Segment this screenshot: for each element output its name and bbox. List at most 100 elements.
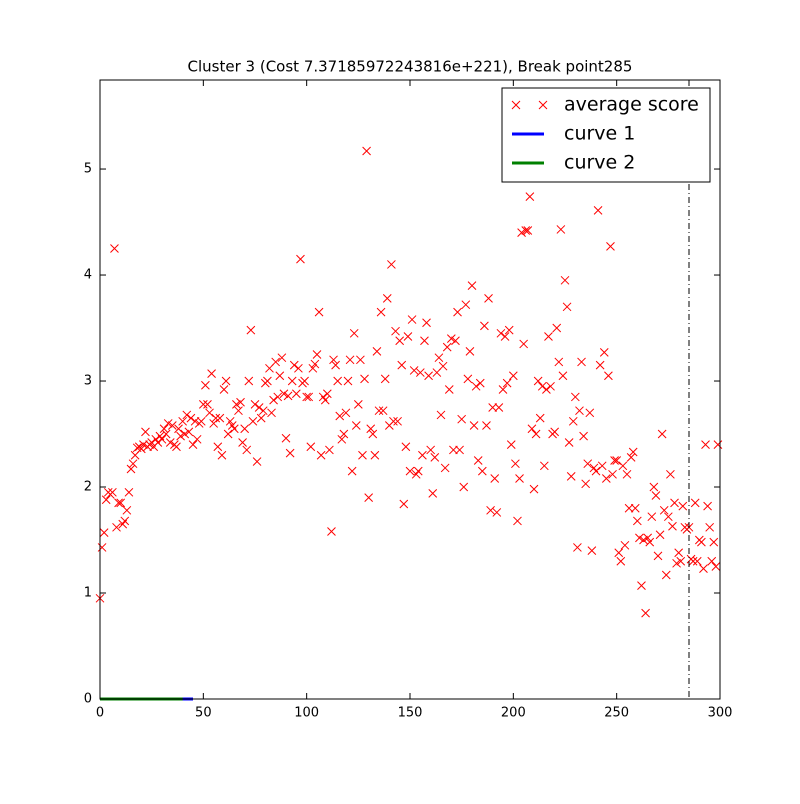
point — [310, 359, 320, 369]
point — [418, 450, 427, 460]
point — [211, 413, 221, 423]
point — [329, 355, 338, 365]
point — [703, 501, 712, 511]
y-tick-label: 0 — [84, 692, 92, 707]
point — [630, 503, 640, 513]
point — [597, 461, 607, 471]
point — [225, 416, 235, 426]
point — [663, 512, 673, 522]
point — [674, 548, 684, 558]
point — [711, 562, 721, 571]
point — [320, 395, 330, 405]
point — [273, 392, 283, 402]
point — [331, 360, 340, 370]
point — [246, 325, 256, 335]
point — [353, 399, 363, 409]
point — [184, 427, 194, 437]
point — [213, 442, 223, 452]
point — [122, 505, 132, 515]
point — [205, 408, 214, 418]
point — [467, 281, 477, 290]
point — [240, 424, 250, 434]
point — [219, 385, 229, 394]
point — [498, 385, 508, 394]
point — [382, 293, 392, 303]
point — [207, 369, 216, 378]
point — [469, 421, 479, 430]
point — [690, 498, 700, 508]
point — [637, 581, 646, 590]
point — [475, 378, 485, 388]
point — [614, 548, 624, 558]
point — [254, 403, 264, 412]
point — [180, 429, 190, 439]
point — [556, 225, 566, 234]
point — [570, 392, 580, 402]
point — [97, 543, 107, 552]
point — [457, 414, 467, 424]
point — [581, 479, 591, 489]
point — [124, 487, 134, 497]
point — [163, 419, 173, 428]
point — [668, 521, 677, 531]
point — [517, 228, 526, 237]
point — [544, 332, 553, 341]
point — [701, 440, 710, 449]
point — [612, 456, 622, 465]
point — [294, 363, 303, 373]
point — [116, 498, 126, 508]
x-tick-label: 250 — [604, 706, 629, 721]
point — [267, 408, 276, 418]
point — [314, 307, 324, 317]
point — [337, 434, 347, 444]
point — [622, 469, 632, 479]
point — [101, 495, 111, 505]
point — [322, 389, 332, 399]
point — [444, 385, 454, 394]
point — [306, 442, 316, 452]
point — [407, 315, 417, 324]
point — [223, 429, 233, 439]
point — [370, 450, 380, 460]
x-tick-label: 0 — [96, 706, 104, 721]
point — [387, 260, 396, 269]
point — [415, 368, 425, 377]
point — [263, 376, 272, 386]
point — [112, 522, 121, 532]
point — [632, 516, 642, 526]
point — [393, 416, 402, 426]
point — [279, 389, 289, 399]
point — [616, 556, 626, 566]
point — [391, 326, 400, 336]
point — [360, 374, 369, 384]
point — [449, 445, 458, 455]
point — [659, 505, 669, 515]
point — [178, 416, 188, 426]
point — [539, 461, 549, 471]
point — [347, 466, 357, 476]
point — [707, 556, 717, 566]
point — [494, 403, 504, 412]
point — [108, 487, 117, 497]
point — [397, 360, 407, 370]
point — [153, 438, 163, 447]
point — [635, 533, 644, 543]
point — [486, 505, 495, 515]
point — [513, 516, 522, 526]
point — [389, 416, 398, 426]
point — [515, 474, 524, 483]
point — [546, 381, 555, 391]
point — [482, 421, 491, 430]
point — [480, 321, 489, 331]
point — [374, 406, 384, 416]
point — [451, 336, 460, 346]
point — [229, 424, 239, 434]
point — [316, 450, 326, 460]
point — [405, 466, 415, 476]
point — [376, 307, 386, 317]
point — [496, 328, 506, 338]
point — [232, 399, 241, 409]
point — [568, 416, 578, 426]
point — [587, 546, 597, 555]
point — [705, 522, 715, 532]
